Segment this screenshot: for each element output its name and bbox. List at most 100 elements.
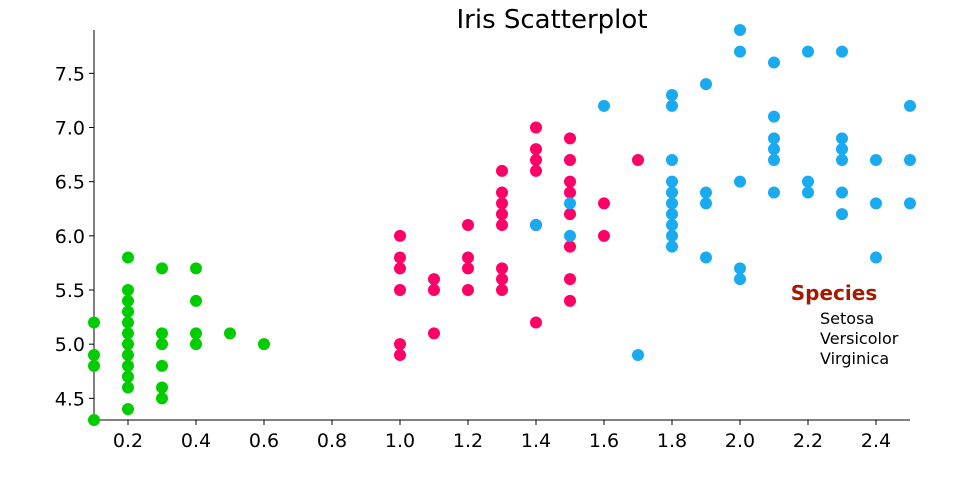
data-point-versicolor <box>496 284 508 296</box>
data-point-versicolor <box>428 284 440 296</box>
data-point-versicolor <box>428 327 440 340</box>
data-point-virginica <box>870 251 882 264</box>
data-point-versicolor <box>496 186 508 199</box>
data-point-setosa <box>156 327 168 340</box>
data-point-virginica <box>530 219 542 231</box>
data-point-virginica <box>734 24 746 36</box>
series-setosa <box>88 251 270 426</box>
data-point-versicolor <box>496 208 508 221</box>
data-point-setosa <box>88 349 100 361</box>
data-point-setosa <box>122 403 134 416</box>
data-point-versicolor <box>462 219 474 231</box>
data-point-virginica <box>734 262 746 275</box>
data-point-versicolor <box>394 284 406 296</box>
data-point-versicolor <box>530 154 542 166</box>
data-point-virginica <box>768 132 780 145</box>
data-point-virginica <box>768 154 780 166</box>
y-tick-label: 6.5 <box>55 172 85 194</box>
data-point-virginica <box>598 99 610 112</box>
data-point-versicolor <box>564 132 576 145</box>
data-point-versicolor <box>394 349 406 361</box>
data-point-versicolor <box>564 186 576 199</box>
data-point-setosa <box>156 381 168 394</box>
data-point-virginica <box>802 45 814 58</box>
data-point-virginica <box>666 219 678 231</box>
data-point-versicolor <box>530 316 542 329</box>
x-tick-label: 0.8 <box>317 430 347 452</box>
x-tick-label: 1.4 <box>521 430 551 452</box>
data-point-setosa <box>156 338 168 351</box>
y-tick-label: 7.0 <box>55 118 85 140</box>
x-tick-label: 1.0 <box>385 430 415 452</box>
data-point-virginica <box>666 186 678 199</box>
data-point-setosa <box>122 305 134 318</box>
data-point-versicolor <box>496 273 508 286</box>
y-tick-label: 5.5 <box>55 280 85 302</box>
data-point-versicolor <box>564 154 576 166</box>
data-point-virginica <box>666 229 678 242</box>
data-point-versicolor <box>530 164 542 177</box>
series-virginica <box>530 24 916 361</box>
y-tick-label: 5.0 <box>55 334 85 356</box>
x-tick-label: 1.6 <box>589 430 619 452</box>
y-tick-label: 7.5 <box>55 63 85 85</box>
data-point-versicolor <box>564 273 576 286</box>
data-point-virginica <box>836 208 848 221</box>
data-point-versicolor <box>394 262 406 275</box>
data-point-setosa <box>190 262 202 275</box>
y-axis: 4.5 5.0 5.5 6.0 6.5 7.0 7.5 <box>55 30 95 420</box>
data-point-virginica <box>904 197 916 210</box>
data-point-virginica <box>666 175 678 188</box>
data-point-setosa <box>156 359 168 372</box>
data-point-setosa <box>122 294 134 307</box>
data-point-setosa <box>122 316 134 329</box>
data-point-virginica <box>666 89 678 101</box>
data-point-setosa <box>88 316 100 329</box>
data-point-virginica <box>700 186 712 199</box>
data-point-versicolor <box>496 197 508 210</box>
y-tick-label: 4.5 <box>55 388 85 410</box>
data-point-versicolor <box>496 219 508 231</box>
x-tick-label: 2.2 <box>793 430 823 452</box>
data-point-setosa <box>88 414 100 426</box>
data-point-virginica <box>836 143 848 156</box>
data-point-versicolor <box>564 294 576 307</box>
data-point-versicolor <box>394 251 406 264</box>
legend: Species Setosa Versicolor Virginica <box>791 281 899 368</box>
y-tick-label: 6.0 <box>55 226 85 248</box>
data-point-virginica <box>666 208 678 221</box>
data-point-versicolor <box>530 121 542 134</box>
data-point-versicolor <box>496 164 508 177</box>
data-point-virginica <box>768 56 780 69</box>
data-point-setosa <box>122 381 134 394</box>
data-point-virginica <box>768 110 780 123</box>
data-point-virginica <box>564 229 576 242</box>
data-point-setosa <box>258 338 270 351</box>
data-point-virginica <box>632 349 644 361</box>
data-point-virginica <box>836 154 848 166</box>
data-point-versicolor <box>598 197 610 210</box>
x-tick-label: 2.0 <box>725 430 755 452</box>
data-point-setosa <box>122 284 134 296</box>
legend-title: Species <box>791 281 877 305</box>
data-point-setosa <box>122 338 134 351</box>
data-point-setosa <box>122 251 134 264</box>
data-point-versicolor <box>462 251 474 264</box>
data-point-virginica <box>904 99 916 112</box>
data-point-virginica <box>700 251 712 264</box>
data-point-setosa <box>122 370 134 383</box>
data-point-versicolor <box>394 229 406 242</box>
x-tick-label: 0.2 <box>113 430 143 452</box>
data-point-versicolor <box>496 262 508 275</box>
data-point-virginica <box>802 186 814 199</box>
data-point-versicolor <box>462 284 474 296</box>
data-point-virginica <box>802 175 814 188</box>
data-point-versicolor <box>394 338 406 351</box>
data-point-virginica <box>870 197 882 210</box>
x-tick-label: 1.8 <box>657 430 687 452</box>
data-point-versicolor <box>428 273 440 286</box>
data-point-versicolor <box>632 154 644 166</box>
data-point-setosa <box>224 327 236 340</box>
data-point-virginica <box>836 186 848 199</box>
